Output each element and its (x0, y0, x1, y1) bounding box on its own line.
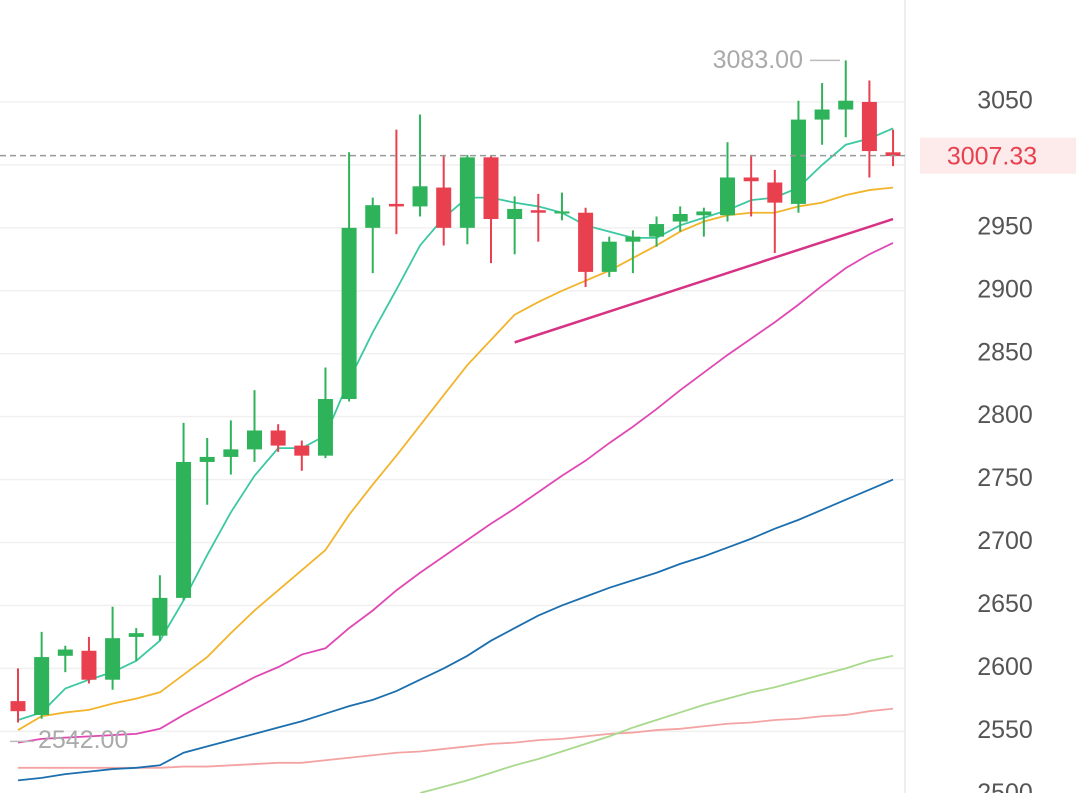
ma-line (17, 478, 894, 782)
y-tick-label: 2800 (977, 401, 1033, 429)
trendline (514, 217, 894, 344)
candle-body (649, 224, 665, 237)
low-label: 2542.00 (38, 726, 128, 754)
candle-body (294, 445, 310, 456)
ma-line (17, 127, 894, 721)
candle-body (790, 119, 806, 204)
candle-body (152, 597, 168, 636)
ma-line (18, 707, 894, 769)
candle-body (601, 241, 617, 272)
y-tick-label: 2850 (977, 338, 1033, 366)
candle-body (743, 177, 759, 182)
high-label: 3083.00 (713, 46, 803, 74)
candle-body (317, 399, 333, 456)
plot (10, 60, 901, 793)
candle-body (81, 650, 97, 680)
candle-body (459, 157, 475, 228)
candle-body (861, 101, 877, 152)
candle-body (483, 157, 499, 220)
candle-body (436, 187, 452, 228)
candle-body (578, 212, 594, 272)
candle-body (530, 210, 546, 213)
candle-body (341, 227, 357, 400)
candle-body (270, 430, 286, 446)
candle-body (720, 177, 735, 216)
candle-body (672, 213, 688, 222)
candle-body (696, 211, 712, 216)
y-tick-label: 2700 (977, 527, 1033, 555)
candle-body (767, 182, 783, 203)
ma-line (17, 186, 894, 731)
y-tick-label: 2550 (977, 716, 1033, 744)
y-tick-label: 2500 (977, 779, 1033, 793)
candle-body (57, 649, 73, 656)
candle-body (625, 236, 641, 242)
candle-body (199, 456, 215, 462)
candle-body (814, 109, 830, 120)
candle-body (10, 701, 26, 712)
y-tick-label: 2950 (977, 212, 1033, 240)
candle-body (838, 100, 854, 110)
y-tick-label: 2900 (977, 275, 1033, 303)
last-price-label: 3007.33 (947, 142, 1037, 170)
candle-body (365, 205, 381, 228)
candle-body (388, 203, 404, 207)
ma-line (17, 242, 894, 744)
candle-body (223, 449, 239, 457)
candle-body (554, 211, 570, 214)
y-tick-label: 2750 (977, 464, 1033, 492)
y-tick-label: 3050 (977, 87, 1033, 115)
y-tick-label: 2650 (977, 590, 1033, 618)
candle-body (247, 430, 262, 450)
candle-body (128, 633, 144, 637)
candle-body (34, 657, 50, 715)
candle-body (507, 208, 523, 220)
candle-body (412, 186, 428, 207)
candle-body (885, 152, 901, 157)
y-tick-label: 2600 (977, 653, 1033, 681)
candle-body (105, 638, 121, 680)
last-price-box (920, 137, 1076, 174)
candle-body (176, 461, 192, 598)
ma-line (419, 654, 894, 793)
